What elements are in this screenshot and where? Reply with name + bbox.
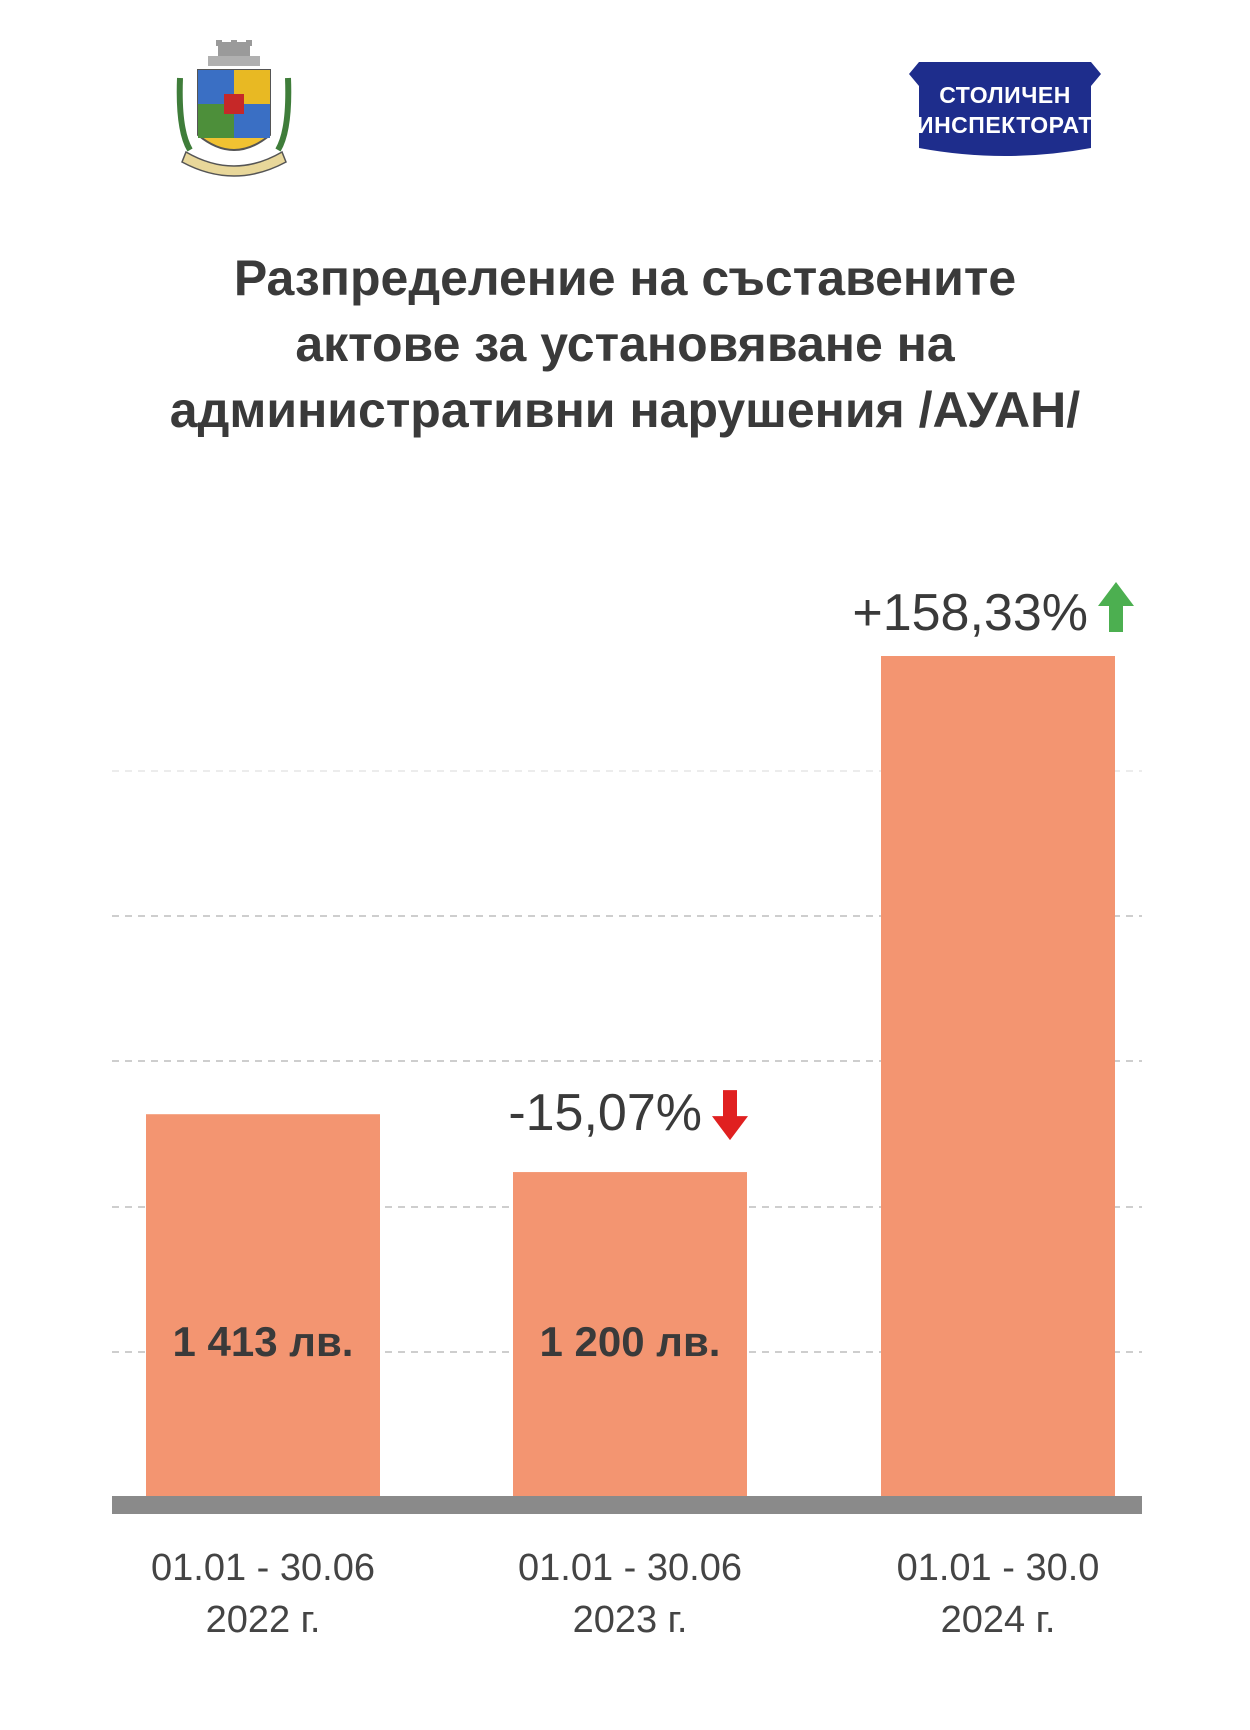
bar-2 (513, 1172, 747, 1498)
chart-title: Разпределение на съставените актове за у… (60, 245, 1190, 443)
title-line-3: административни нарушения /АУАН/ (169, 382, 1081, 438)
bar-1 (146, 1114, 380, 1498)
x-tick-label: 2023 г. (573, 1599, 688, 1641)
x-tick-label: 01.01 - 30.06 (151, 1547, 375, 1589)
inspectorate-badge-icon (909, 62, 1101, 156)
x-axis-baseline (112, 1496, 1142, 1514)
bar-value-label: 1 200 лв. (540, 1318, 721, 1365)
badge-line-2: ИНСПЕКТОРАТ (917, 112, 1093, 138)
x-tick-label: 2024 г. (941, 1599, 1056, 1641)
x-tick-label: 01.01 - 30.06 (518, 1547, 742, 1589)
badge-line-1: СТОЛИЧЕН (939, 82, 1071, 108)
title-line-2: актове за установяване на (295, 316, 955, 372)
sofia-coat-of-arms-icon (176, 40, 292, 177)
x-tick-label: 2022 г. (206, 1599, 321, 1641)
bar-value-label: 1 413 лв. (173, 1318, 354, 1365)
arrow-down-icon (712, 1090, 748, 1141)
bar-3 (881, 656, 1115, 1498)
change-annotation: +158,33% (852, 584, 1088, 642)
arrow-up-icon (1098, 582, 1134, 632)
change-annotation: -15,07% (508, 1084, 702, 1142)
x-tick-label: 01.01 - 30.0 (897, 1547, 1100, 1589)
title-line-1: Разпределение на съставените (233, 250, 1017, 306)
